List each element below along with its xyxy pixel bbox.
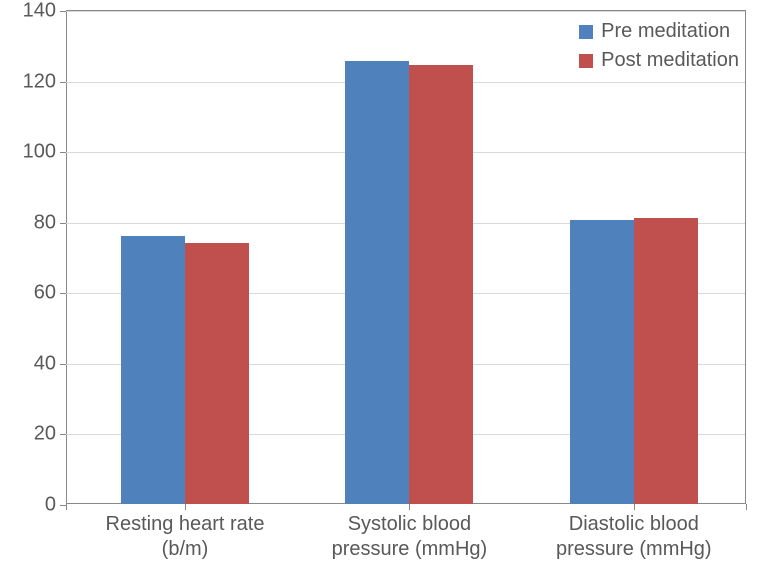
y-tick-mark (60, 434, 66, 435)
y-axis (66, 11, 67, 504)
x-category-label-line1: Diastolic blood (519, 512, 749, 537)
y-tick-mark (60, 152, 66, 153)
bar (570, 220, 634, 504)
y-tick-mark (60, 82, 66, 83)
bar (345, 61, 409, 504)
x-category-label-line2: (b/m) (70, 537, 300, 562)
y-tick-mark (60, 364, 66, 365)
legend: Pre meditation Post meditation (579, 20, 739, 72)
bar (634, 218, 698, 504)
x-tick-mark (66, 504, 67, 510)
legend-swatch (579, 54, 593, 68)
legend-label: Post meditation (601, 49, 739, 72)
x-tick-mark (746, 504, 747, 510)
x-category-label: Systolic bloodpressure (mmHg) (294, 504, 524, 562)
x-category-label-line2: pressure (mmHg) (294, 537, 524, 562)
bar (121, 236, 185, 504)
x-category-label: Diastolic bloodpressure (mmHg) (519, 504, 749, 562)
legend-label: Pre meditation (601, 20, 730, 43)
plot-area: 020406080100120140Resting heart rate(b/m… (66, 10, 746, 504)
x-category-label: Resting heart rate(b/m) (70, 504, 300, 562)
y-tick-mark (60, 223, 66, 224)
bar (185, 243, 249, 504)
y-tick-mark (60, 11, 66, 12)
y-tick-mark (60, 293, 66, 294)
x-category-label-line1: Resting heart rate (70, 512, 300, 537)
legend-item: Pre meditation (579, 20, 739, 43)
x-category-label-line1: Systolic blood (294, 512, 524, 537)
bar (409, 65, 473, 504)
gridline (66, 11, 745, 12)
bar-chart: 020406080100120140Resting heart rate(b/m… (0, 0, 757, 586)
legend-item: Post meditation (579, 49, 739, 72)
legend-swatch (579, 25, 593, 39)
x-category-label-line2: pressure (mmHg) (519, 537, 749, 562)
